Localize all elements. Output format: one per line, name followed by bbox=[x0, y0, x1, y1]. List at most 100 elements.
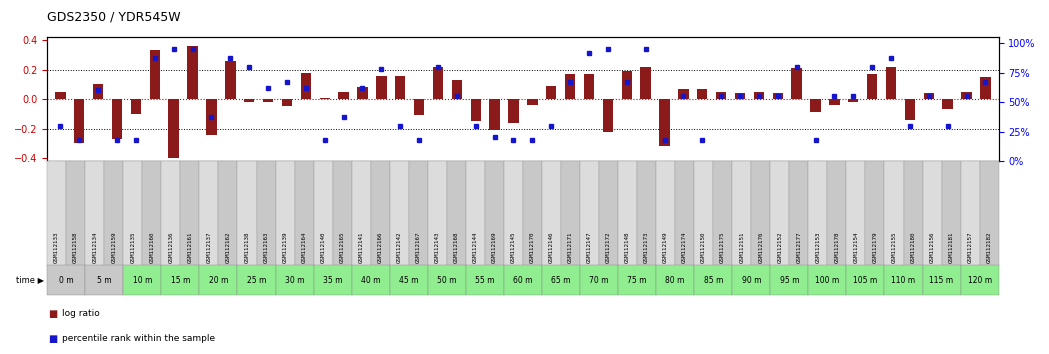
Text: GSM112170: GSM112170 bbox=[530, 231, 535, 263]
Text: GSM112153: GSM112153 bbox=[815, 231, 820, 263]
Bar bbox=[74, 99, 85, 143]
Bar bbox=[358, 87, 367, 99]
Text: GSM112159: GSM112159 bbox=[111, 231, 116, 263]
Bar bbox=[282, 99, 292, 107]
Text: 45 m: 45 m bbox=[399, 275, 419, 285]
Bar bbox=[923, 93, 934, 99]
Text: GSM112136: GSM112136 bbox=[169, 231, 173, 263]
Bar bbox=[603, 99, 613, 132]
Text: 50 m: 50 m bbox=[437, 275, 456, 285]
Text: GSM112133: GSM112133 bbox=[55, 231, 59, 263]
Text: 40 m: 40 m bbox=[361, 275, 381, 285]
Text: 30 m: 30 m bbox=[285, 275, 304, 285]
Text: 70 m: 70 m bbox=[590, 275, 608, 285]
Text: ■: ■ bbox=[48, 334, 58, 344]
Bar bbox=[735, 93, 745, 99]
Bar bbox=[980, 77, 990, 99]
Text: ■: ■ bbox=[48, 309, 58, 319]
Bar bbox=[93, 84, 104, 99]
Text: GSM112149: GSM112149 bbox=[663, 231, 668, 263]
Text: GSM112141: GSM112141 bbox=[359, 231, 364, 263]
Text: GSM112164: GSM112164 bbox=[302, 231, 306, 263]
Text: 55 m: 55 m bbox=[475, 275, 495, 285]
Text: GSM112142: GSM112142 bbox=[397, 231, 402, 263]
Text: GSM112166: GSM112166 bbox=[378, 231, 383, 263]
Bar bbox=[866, 74, 877, 99]
Text: GSM112160: GSM112160 bbox=[149, 231, 154, 263]
Text: GSM112173: GSM112173 bbox=[644, 231, 649, 263]
Text: GSM112175: GSM112175 bbox=[721, 231, 725, 263]
Text: GSM112182: GSM112182 bbox=[987, 231, 991, 263]
Bar bbox=[829, 99, 839, 105]
Bar bbox=[112, 99, 123, 139]
Bar bbox=[452, 80, 462, 99]
Text: GSM112157: GSM112157 bbox=[967, 231, 972, 263]
Bar bbox=[56, 92, 66, 99]
Bar bbox=[565, 74, 575, 99]
Text: 105 m: 105 m bbox=[853, 275, 878, 285]
Text: GSM112144: GSM112144 bbox=[473, 231, 478, 263]
Text: 60 m: 60 m bbox=[513, 275, 533, 285]
Text: GSM112152: GSM112152 bbox=[777, 231, 783, 263]
Text: GSM112154: GSM112154 bbox=[854, 231, 858, 263]
Text: GSM112172: GSM112172 bbox=[606, 231, 612, 263]
Text: time ▶: time ▶ bbox=[16, 275, 44, 285]
Text: GSM112177: GSM112177 bbox=[796, 231, 801, 263]
Text: GSM112163: GSM112163 bbox=[263, 231, 269, 263]
Bar bbox=[942, 99, 952, 109]
Bar bbox=[660, 99, 669, 146]
Bar bbox=[207, 99, 217, 135]
Bar bbox=[395, 75, 405, 99]
Text: GSM112155: GSM112155 bbox=[892, 231, 897, 263]
Bar bbox=[528, 99, 537, 105]
Text: GSM112174: GSM112174 bbox=[682, 231, 687, 263]
Text: log ratio: log ratio bbox=[62, 309, 100, 319]
Text: GSM112158: GSM112158 bbox=[73, 231, 79, 263]
Text: GSM112167: GSM112167 bbox=[415, 231, 421, 263]
Text: GSM112150: GSM112150 bbox=[701, 231, 706, 263]
Text: 120 m: 120 m bbox=[967, 275, 991, 285]
Text: 25 m: 25 m bbox=[247, 275, 266, 285]
Bar bbox=[188, 46, 198, 99]
Text: 85 m: 85 m bbox=[704, 275, 723, 285]
Text: 110 m: 110 m bbox=[892, 275, 916, 285]
Text: GSM112140: GSM112140 bbox=[321, 231, 325, 263]
Text: GSM112161: GSM112161 bbox=[188, 231, 192, 263]
Text: GSM112151: GSM112151 bbox=[740, 231, 744, 263]
Text: GSM112145: GSM112145 bbox=[511, 231, 516, 263]
Bar bbox=[904, 99, 915, 120]
Text: 35 m: 35 m bbox=[323, 275, 342, 285]
Bar bbox=[547, 86, 556, 99]
Bar bbox=[622, 71, 631, 99]
Text: 80 m: 80 m bbox=[665, 275, 685, 285]
Text: GSM112148: GSM112148 bbox=[625, 231, 630, 263]
Bar bbox=[377, 75, 386, 99]
Text: GSM112168: GSM112168 bbox=[454, 231, 458, 263]
Bar bbox=[509, 99, 518, 123]
Bar bbox=[810, 99, 820, 113]
Text: percentile rank within the sample: percentile rank within the sample bbox=[62, 334, 215, 343]
Bar bbox=[131, 99, 142, 114]
Text: GSM112169: GSM112169 bbox=[492, 231, 497, 263]
Bar bbox=[641, 67, 650, 99]
Text: GSM112181: GSM112181 bbox=[948, 231, 954, 263]
Text: GSM112143: GSM112143 bbox=[434, 231, 440, 263]
Text: GSM112178: GSM112178 bbox=[834, 231, 839, 263]
Bar bbox=[433, 67, 443, 99]
Text: GSM112139: GSM112139 bbox=[282, 231, 287, 263]
Text: GDS2350 / YDR545W: GDS2350 / YDR545W bbox=[47, 11, 180, 24]
Text: GSM112179: GSM112179 bbox=[873, 231, 877, 263]
Bar bbox=[716, 92, 726, 99]
Bar bbox=[263, 99, 274, 102]
Text: 100 m: 100 m bbox=[815, 275, 839, 285]
Bar bbox=[885, 67, 896, 99]
Text: 0 m: 0 m bbox=[59, 275, 73, 285]
Bar bbox=[791, 68, 801, 99]
Text: GSM112138: GSM112138 bbox=[244, 231, 250, 263]
Text: GSM112171: GSM112171 bbox=[568, 231, 573, 263]
Text: GSM112180: GSM112180 bbox=[911, 231, 916, 263]
Text: GSM112146: GSM112146 bbox=[549, 231, 554, 263]
Text: GSM112165: GSM112165 bbox=[340, 231, 345, 263]
Text: 65 m: 65 m bbox=[551, 275, 571, 285]
Text: 15 m: 15 m bbox=[171, 275, 190, 285]
